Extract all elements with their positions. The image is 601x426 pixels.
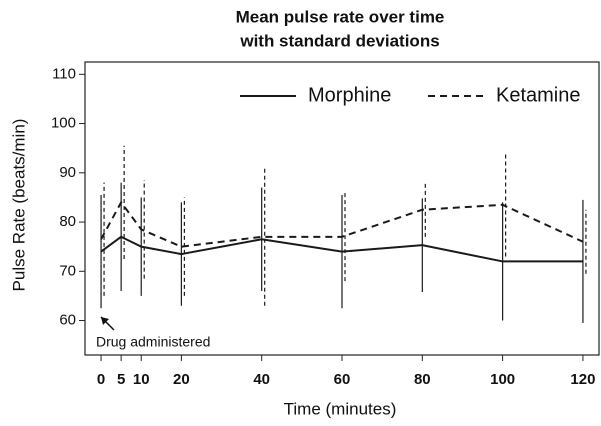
annotation: Drug administered [96, 334, 210, 350]
x-tick-label: 0 [97, 371, 105, 388]
legend-label: Ketamine [496, 84, 581, 106]
chart-title: Mean pulse rate over time [236, 7, 445, 26]
x-tick-label: 80 [414, 371, 431, 388]
x-axis-label: Time (minutes) [284, 399, 397, 418]
y-tick-label: 100 [51, 115, 76, 132]
legend-label: Morphine [308, 84, 391, 106]
x-tick-label: 20 [173, 371, 190, 388]
x-tick-label: 100 [490, 371, 515, 388]
y-tick-label: 90 [59, 164, 76, 181]
annotation-arrowhead [101, 317, 109, 325]
chart-title: with standard deviations [239, 31, 439, 50]
y-axis-label: Pulse Rate (beats/min) [9, 119, 28, 292]
x-tick-label: 40 [253, 371, 270, 388]
y-tick-label: 80 [59, 213, 76, 230]
x-tick-label: 10 [133, 371, 150, 388]
y-tick-label: 70 [59, 262, 76, 279]
x-tick-label: 120 [570, 371, 595, 388]
y-tick-label: 60 [59, 311, 76, 328]
x-tick-label: 5 [117, 371, 125, 388]
y-tick-label: 110 [52, 65, 76, 82]
series-line [100, 235, 583, 263]
x-tick-label: 60 [334, 371, 351, 388]
series-line [100, 200, 584, 248]
